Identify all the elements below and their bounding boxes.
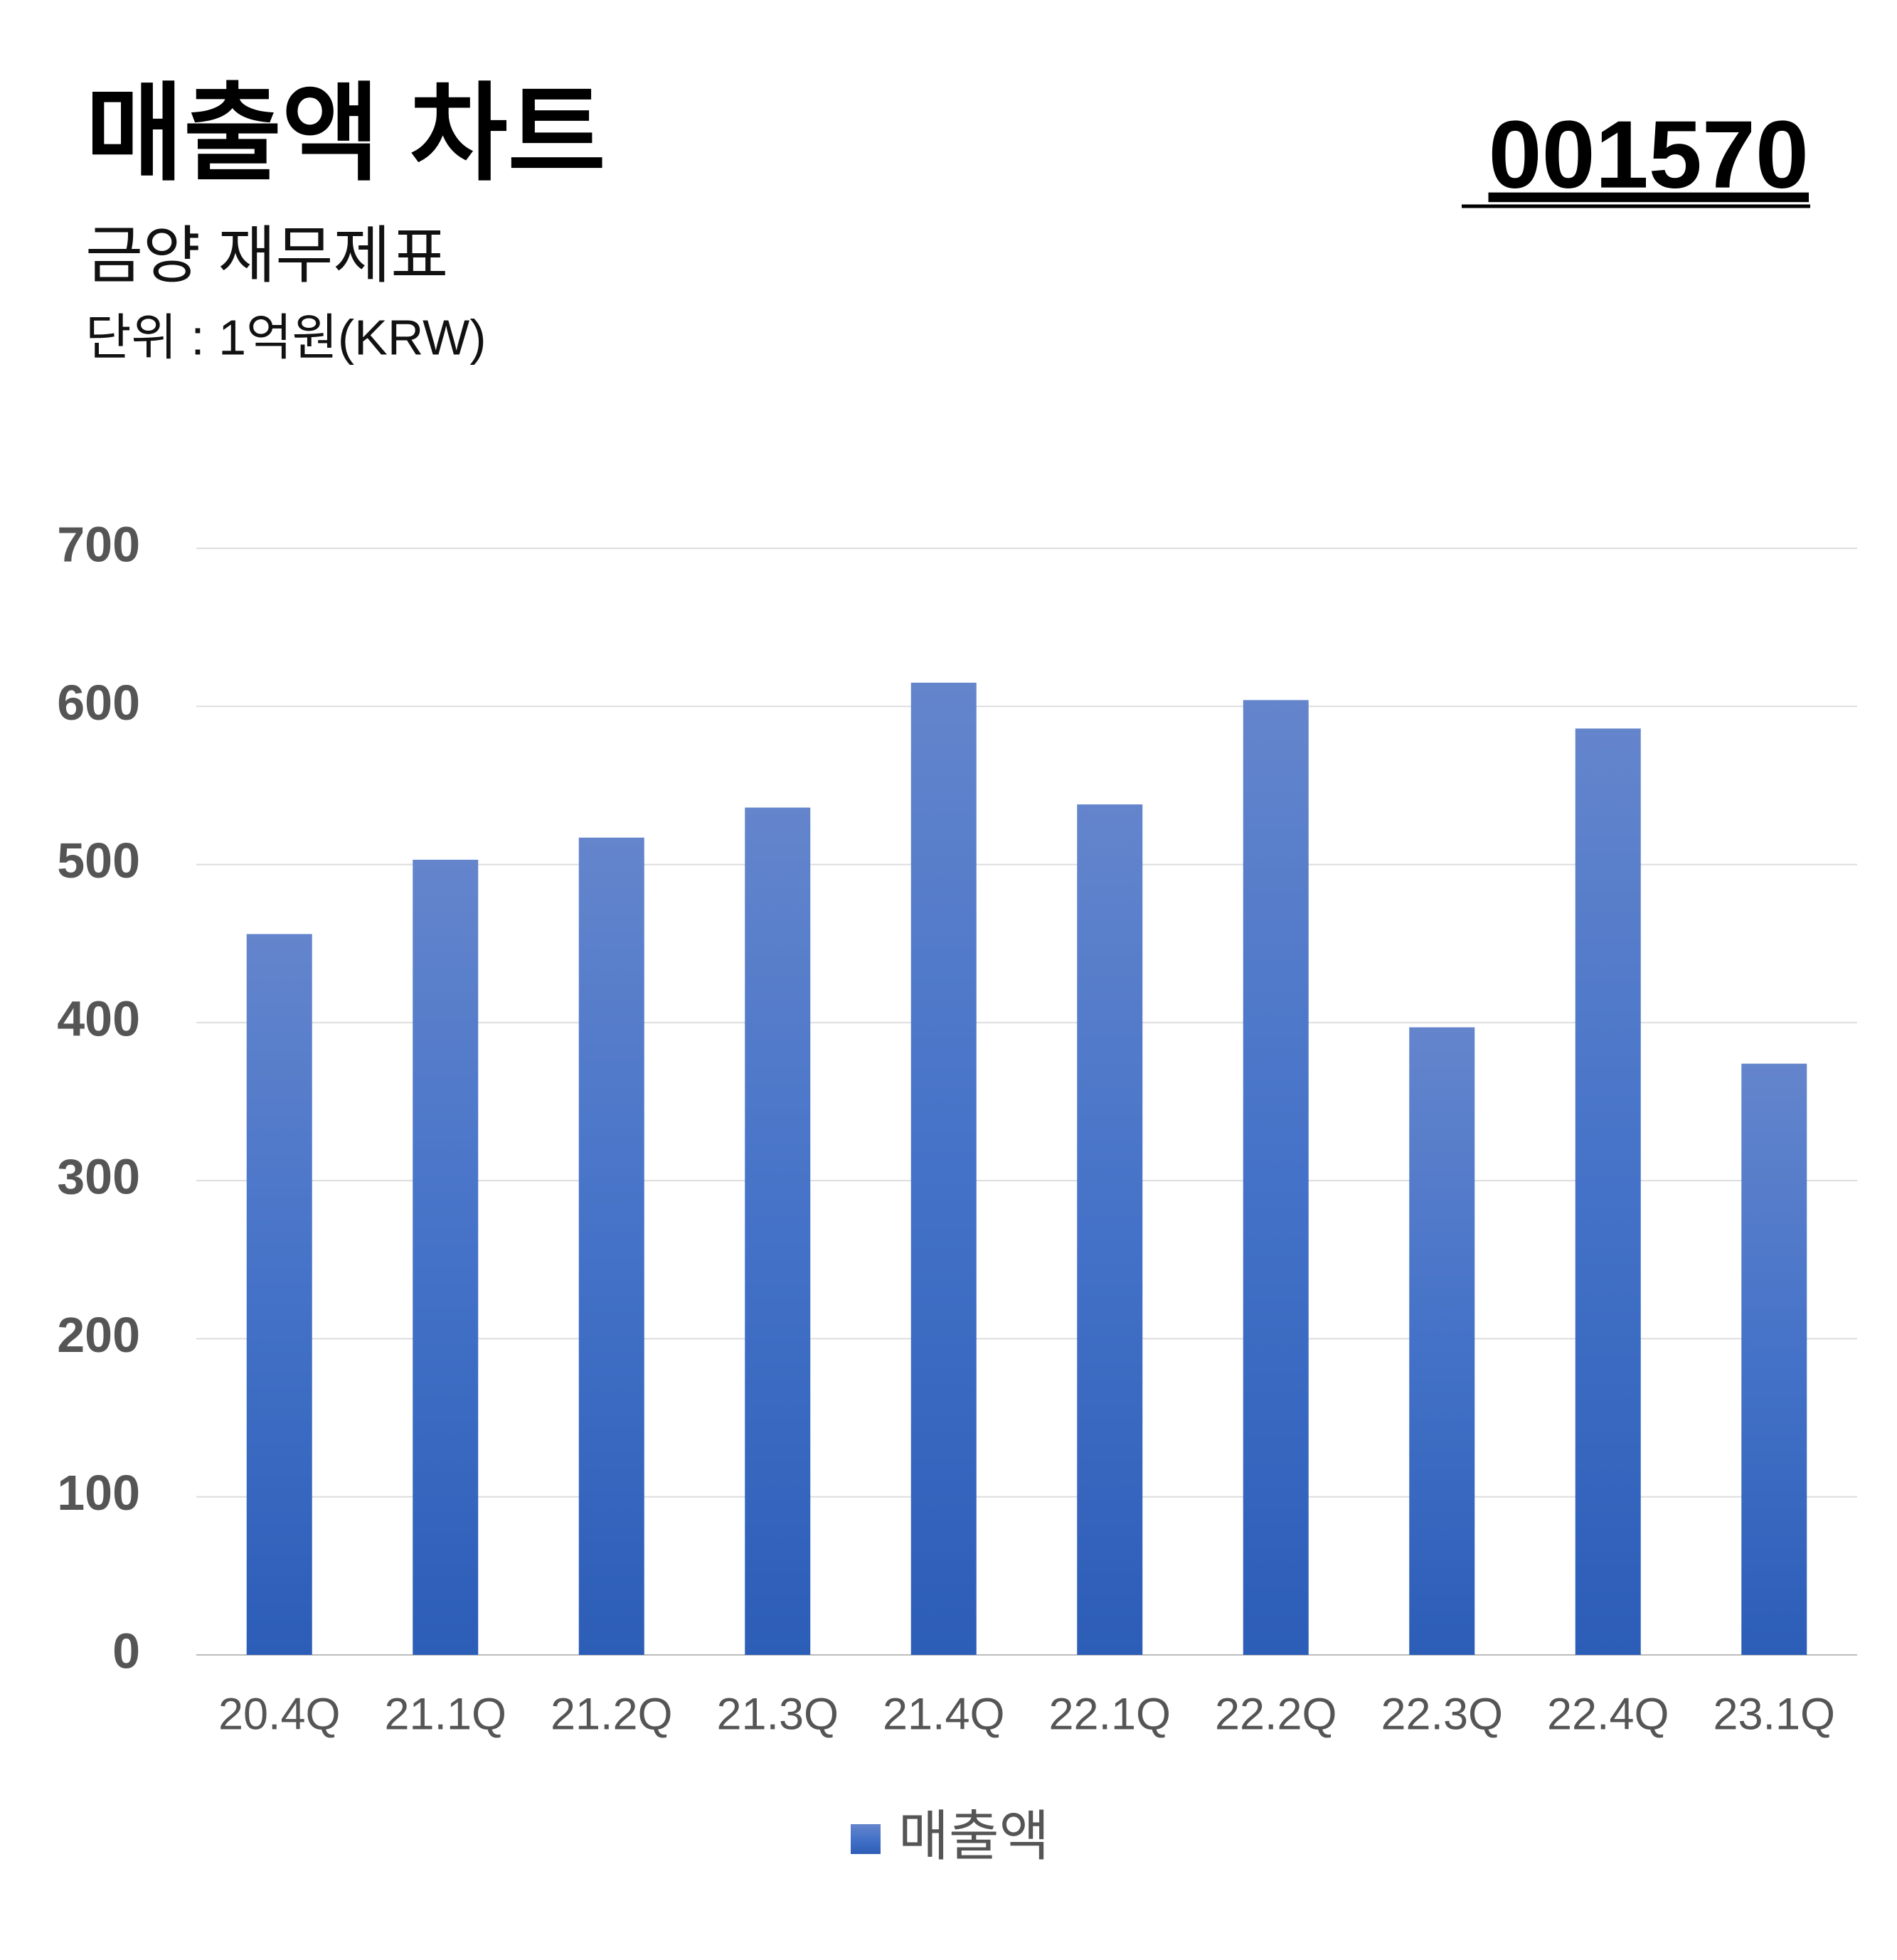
- bar: [1409, 1027, 1475, 1655]
- y-tick-label: 300: [57, 1149, 140, 1205]
- chart-title: 매출액 차트: [85, 74, 606, 193]
- x-tick-label: 21.2Q: [551, 1690, 673, 1740]
- legend-swatch: [851, 1824, 881, 1854]
- bar: [1243, 700, 1309, 1655]
- bar: [1575, 728, 1641, 1655]
- bar: [745, 807, 811, 1655]
- x-tick-label: 20.4Q: [218, 1690, 341, 1740]
- x-tick-label: 21.3Q: [716, 1690, 839, 1740]
- y-tick-label: 0: [112, 1623, 140, 1678]
- x-tick-label: 22.2Q: [1215, 1690, 1337, 1740]
- bar: [578, 837, 644, 1655]
- stock-code: 001570: [1489, 101, 1809, 208]
- subtitle: 금양 재무제표: [85, 220, 448, 290]
- bar: [1741, 1063, 1807, 1655]
- y-tick-label: 700: [57, 516, 140, 572]
- unit-label: 단위 : 1억원(KRW): [85, 309, 487, 365]
- x-tick-label: 22.3Q: [1381, 1690, 1503, 1740]
- y-tick-label: 200: [57, 1307, 140, 1363]
- bar: [1077, 804, 1143, 1655]
- bar: [413, 859, 479, 1655]
- x-tick-label: 22.4Q: [1547, 1690, 1669, 1740]
- x-tick-label: 22.1Q: [1048, 1690, 1171, 1740]
- x-tick-label: 21.4Q: [883, 1690, 1005, 1740]
- y-tick-label: 100: [57, 1465, 140, 1520]
- y-tick-label: 600: [57, 675, 140, 730]
- bar: [910, 682, 977, 1655]
- x-tick-label: 21.1Q: [384, 1690, 506, 1740]
- y-tick-label: 500: [57, 833, 140, 888]
- x-tick-label: 23.1Q: [1713, 1690, 1835, 1740]
- legend-label: 매출액: [898, 1806, 1050, 1867]
- y-tick-label: 400: [57, 991, 140, 1046]
- bar: [246, 934, 312, 1655]
